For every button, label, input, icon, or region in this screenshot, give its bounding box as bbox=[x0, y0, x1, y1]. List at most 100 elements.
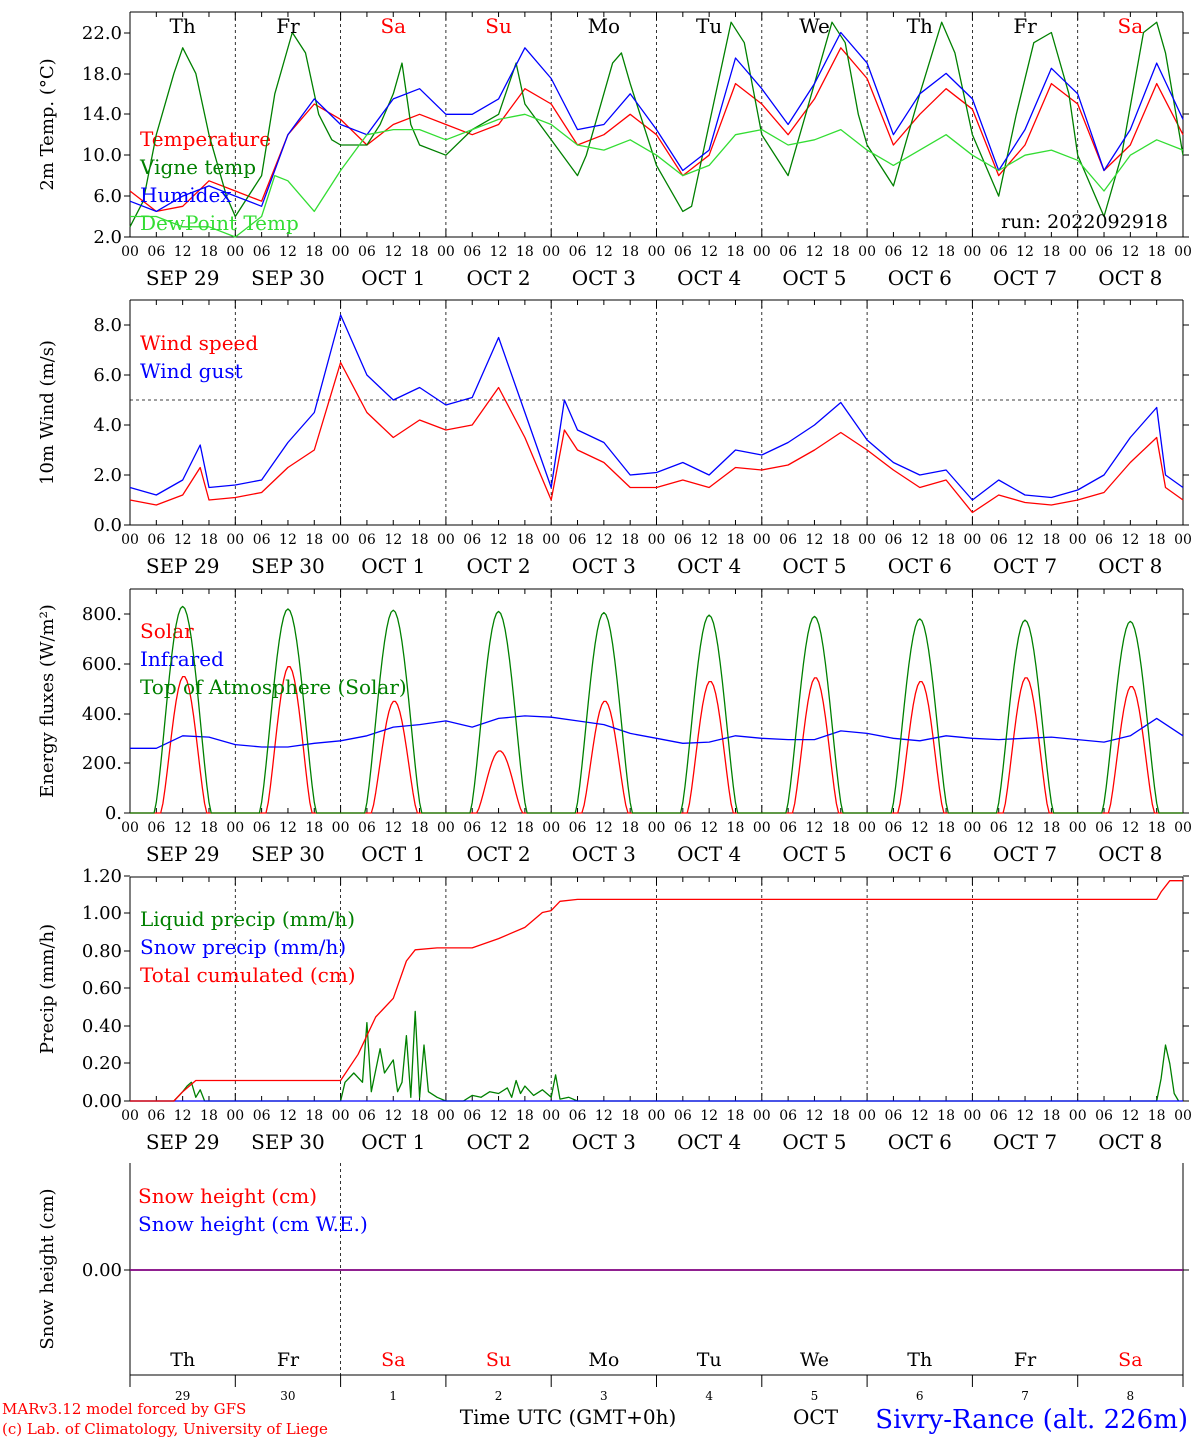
y-tick-label: 200. bbox=[82, 753, 122, 774]
hour-tick-label: 06 bbox=[779, 820, 797, 836]
legend-entry: Infrared bbox=[140, 647, 224, 671]
hour-tick-label: 18 bbox=[1148, 244, 1166, 260]
hour-tick-label: 06 bbox=[569, 820, 587, 836]
hour-tick-label: 06 bbox=[885, 820, 903, 836]
hour-tick-label: 06 bbox=[358, 532, 376, 548]
date-label: SEP 30 bbox=[251, 266, 325, 290]
date-label: OCT 1 bbox=[361, 1130, 425, 1154]
panel-4: 0.00 0.20 0.40 0.60 0.80 1.00 1.20 Precip (mm/h… bbox=[37, 866, 1192, 1154]
legend-entry: Top of Atmosphere (Solar) bbox=[140, 675, 407, 699]
y-axis-title: 10m Wind (m/s) bbox=[37, 340, 58, 485]
y-tick-label: 0.40 bbox=[82, 1016, 122, 1037]
hour-tick-label: 06 bbox=[674, 244, 692, 260]
series-line bbox=[130, 113, 1184, 238]
hour-tick-label: 00 bbox=[121, 1108, 139, 1124]
hour-tick-label: 06 bbox=[885, 1108, 903, 1124]
hour-tick-label: 06 bbox=[1095, 820, 1113, 836]
date-label: OCT 6 bbox=[888, 266, 952, 290]
weekday-label: Su bbox=[485, 14, 512, 38]
hour-tick-label: 12 bbox=[1121, 1108, 1139, 1124]
y-tick-label: 2.0 bbox=[93, 465, 122, 486]
series-line bbox=[130, 880, 1183, 1102]
hour-tick-label: 12 bbox=[384, 244, 402, 260]
date-label: OCT 3 bbox=[572, 554, 636, 578]
date-label: OCT 6 bbox=[888, 554, 952, 578]
hour-tick-label: 06 bbox=[358, 1108, 376, 1124]
hour-tick-label: 06 bbox=[674, 1108, 692, 1124]
date-label: SEP 30 bbox=[251, 1130, 325, 1154]
date-label: OCT 6 bbox=[888, 1130, 952, 1154]
series-line bbox=[129, 314, 1184, 501]
hour-tick-label: 12 bbox=[1121, 244, 1139, 260]
hour-tick-label: 06 bbox=[147, 820, 165, 836]
hour-tick-label: 00 bbox=[858, 532, 876, 548]
hour-tick-label: 06 bbox=[147, 244, 165, 260]
y-tick-label: 10.0 bbox=[82, 145, 122, 166]
y-axis-title: 2m Temp. (°C) bbox=[37, 58, 58, 190]
hour-tick-label: 12 bbox=[384, 1108, 402, 1124]
hour-tick-label: 06 bbox=[463, 820, 481, 836]
hour-tick-label: 12 bbox=[595, 820, 613, 836]
hour-tick-label: 12 bbox=[911, 532, 929, 548]
legend-entry: Temperature bbox=[140, 127, 271, 151]
date-label: OCT 5 bbox=[782, 554, 846, 578]
weekday-label: Tu bbox=[696, 14, 722, 38]
weekday-label: We bbox=[800, 1349, 829, 1371]
y-tick-label: 18.0 bbox=[82, 64, 122, 85]
y-tick-label: 0.0 bbox=[93, 515, 122, 536]
y-tick-label: 6.0 bbox=[93, 186, 122, 207]
hour-tick-label: 18 bbox=[832, 532, 850, 548]
y-tick-label: 400. bbox=[82, 704, 122, 725]
hour-tick-label: 18 bbox=[305, 1108, 323, 1124]
hour-tick-label: 00 bbox=[1174, 532, 1192, 548]
hour-tick-label: 12 bbox=[1016, 1108, 1034, 1124]
hour-tick-label: 06 bbox=[1095, 532, 1113, 548]
hour-tick-label: 18 bbox=[937, 820, 955, 836]
date-label: OCT 8 bbox=[1098, 554, 1162, 578]
panel-3: 0. 200. 400. 600. 800. Energy fluxes (W/m²) So… bbox=[37, 588, 1192, 866]
date-label: SEP 29 bbox=[146, 266, 220, 290]
date-label: OCT 3 bbox=[572, 1130, 636, 1154]
hour-tick-label: 00 bbox=[437, 820, 455, 836]
station-label: Sivry-Rance (alt. 226m) bbox=[875, 1405, 1188, 1435]
date-label: OCT 6 bbox=[888, 842, 952, 866]
hour-tick-label: 00 bbox=[963, 532, 981, 548]
hour-tick-label: 12 bbox=[174, 244, 192, 260]
hour-tick-label: 00 bbox=[226, 532, 244, 548]
hour-tick-label: 12 bbox=[174, 820, 192, 836]
hour-tick-label: 18 bbox=[411, 820, 429, 836]
y-tick-label: 600. bbox=[82, 654, 122, 675]
hour-tick-label: 18 bbox=[727, 532, 745, 548]
hour-tick-label: 00 bbox=[332, 244, 350, 260]
day-number: 5 bbox=[811, 1389, 819, 1403]
day-number: 1 bbox=[389, 1389, 397, 1403]
hour-tick-label: 18 bbox=[1042, 1108, 1060, 1124]
y-tick-label: 0.00 bbox=[82, 1091, 122, 1112]
hour-tick-label: 06 bbox=[990, 244, 1008, 260]
panel-2: 0.0 2.0 4.0 6.0 8.0 10m Wind (m/s) Wind speed W… bbox=[37, 299, 1192, 578]
hour-tick-label: 18 bbox=[305, 820, 323, 836]
hour-tick-label: 06 bbox=[990, 532, 1008, 548]
date-label: OCT 5 bbox=[782, 266, 846, 290]
date-label: OCT 5 bbox=[782, 842, 846, 866]
legend-entry: Wind speed bbox=[140, 331, 258, 355]
y-tick-label: 800. bbox=[82, 604, 122, 625]
hour-tick-label: 00 bbox=[542, 532, 560, 548]
series-line bbox=[130, 605, 1183, 814]
weekday-label: Mo bbox=[588, 14, 621, 38]
date-label: OCT 2 bbox=[466, 842, 530, 866]
hour-tick-label: 12 bbox=[279, 1108, 297, 1124]
date-label: SEP 29 bbox=[146, 554, 220, 578]
hour-tick-label: 12 bbox=[279, 532, 297, 548]
hour-tick-label: 00 bbox=[963, 1108, 981, 1124]
date-label: OCT 2 bbox=[466, 554, 530, 578]
legend-entry: Total cumulated (cm) bbox=[140, 963, 356, 987]
weekday-label: Th bbox=[907, 14, 933, 38]
hour-tick-label: 12 bbox=[806, 820, 824, 836]
hour-tick-label: 18 bbox=[1148, 532, 1166, 548]
hour-tick-label: 12 bbox=[174, 1108, 192, 1124]
hour-tick-label: 00 bbox=[1174, 244, 1192, 260]
hour-tick-label: 06 bbox=[1095, 1108, 1113, 1124]
hour-tick-label: 12 bbox=[1121, 532, 1139, 548]
legend-entry: Solar bbox=[140, 619, 194, 643]
